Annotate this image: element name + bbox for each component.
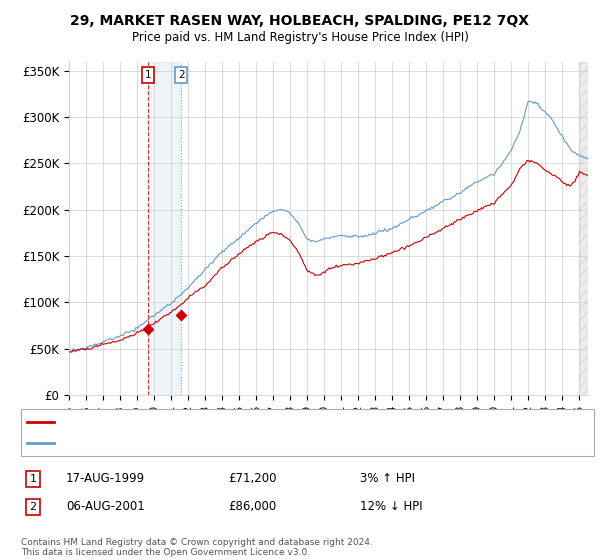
Text: Contains HM Land Registry data © Crown copyright and database right 2024.
This d: Contains HM Land Registry data © Crown c…: [21, 538, 373, 557]
Text: 29, MARKET RASEN WAY, HOLBEACH, SPALDING, PE12 7QX (detached house): 29, MARKET RASEN WAY, HOLBEACH, SPALDING…: [60, 417, 461, 427]
Text: 12% ↓ HPI: 12% ↓ HPI: [360, 500, 422, 514]
Text: 2: 2: [29, 502, 37, 512]
Text: 06-AUG-2001: 06-AUG-2001: [66, 500, 145, 514]
Text: £86,000: £86,000: [228, 500, 276, 514]
Text: Price paid vs. HM Land Registry's House Price Index (HPI): Price paid vs. HM Land Registry's House …: [131, 31, 469, 44]
Text: 29, MARKET RASEN WAY, HOLBEACH, SPALDING, PE12 7QX: 29, MARKET RASEN WAY, HOLBEACH, SPALDING…: [71, 14, 530, 28]
Text: 17-AUG-1999: 17-AUG-1999: [66, 472, 145, 486]
Text: 1: 1: [29, 474, 37, 484]
Text: £71,200: £71,200: [228, 472, 277, 486]
Text: 2: 2: [178, 70, 185, 80]
Text: 3% ↑ HPI: 3% ↑ HPI: [360, 472, 415, 486]
Text: HPI: Average price, detached house, South Holland: HPI: Average price, detached house, Sout…: [60, 438, 326, 448]
Text: 1: 1: [145, 70, 151, 80]
